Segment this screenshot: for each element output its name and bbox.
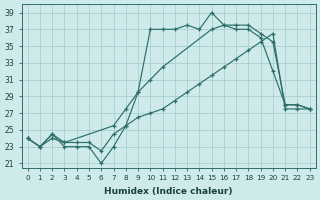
X-axis label: Humidex (Indice chaleur): Humidex (Indice chaleur) (104, 187, 233, 196)
